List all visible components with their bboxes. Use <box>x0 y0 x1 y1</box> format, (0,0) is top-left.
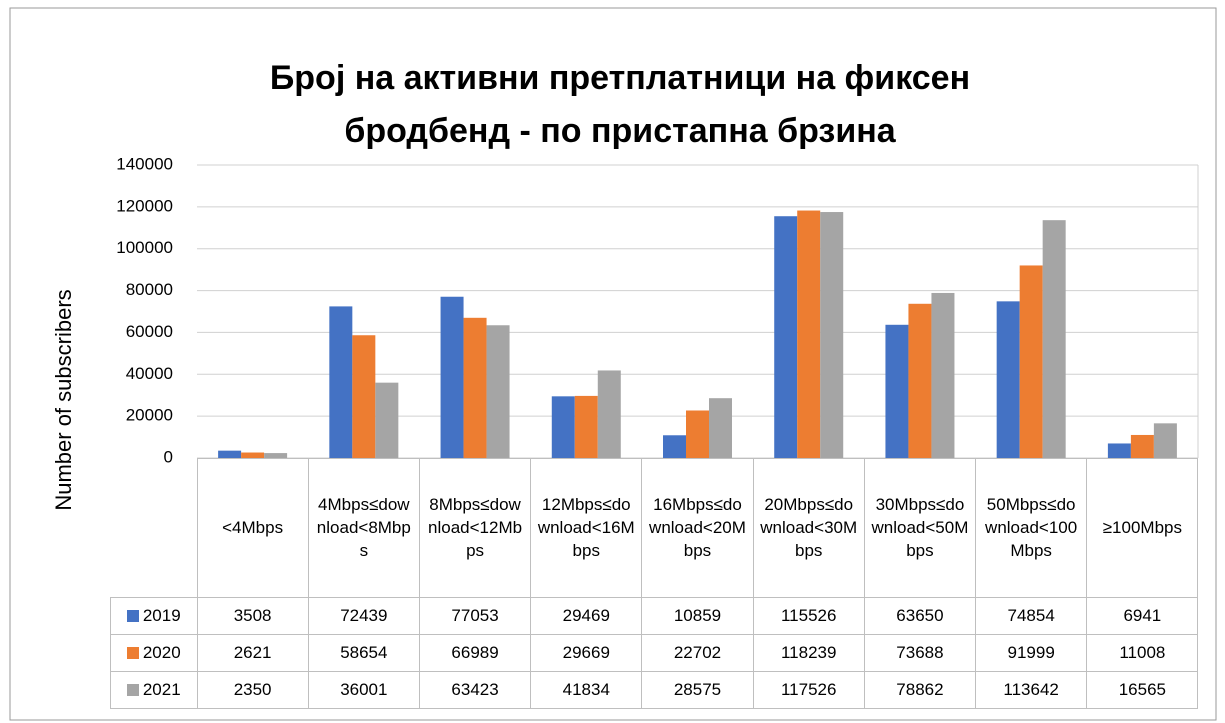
bar <box>774 216 798 458</box>
bar <box>1019 265 1043 458</box>
value-label: 77053 <box>418 596 532 635</box>
bar <box>329 306 353 458</box>
value-label: 6941 <box>1086 596 1199 635</box>
y-tick-label: 20000 <box>126 406 173 425</box>
value-label: 63650 <box>863 596 977 635</box>
bar <box>375 382 399 458</box>
category-text: 4Mbps≤download<8Mbps <box>316 495 411 561</box>
value-label: 115526 <box>752 596 865 635</box>
value-label: 66989 <box>418 633 532 672</box>
value-label: 117526 <box>752 670 865 709</box>
category-text: <4Mbps <box>222 518 284 538</box>
value-label: 11008 <box>1086 633 1199 672</box>
legend-key <box>126 684 139 696</box>
bar <box>264 453 288 458</box>
value-label: 22702 <box>641 633 754 672</box>
legend-label: 2019 <box>142 606 181 625</box>
bar <box>218 450 242 458</box>
value-label: 91999 <box>975 633 1088 672</box>
y-tick-label: 140000 <box>116 154 173 173</box>
category-text: 30Mbps≤download<50Mbps <box>871 495 969 561</box>
value-label: 29469 <box>530 596 643 635</box>
value-label: 73688 <box>863 633 977 672</box>
value-label: 41834 <box>530 670 643 709</box>
legend-entry: 2020 <box>110 633 198 672</box>
x-tick-label: 20Mbps≤download<30Mbps <box>752 458 865 598</box>
y-tick-label: 60000 <box>126 322 173 341</box>
y-tick-label: 100000 <box>116 238 173 257</box>
value-label: 74854 <box>975 596 1088 635</box>
value-label: 36001 <box>307 670 420 709</box>
value-label: 72439 <box>307 596 420 635</box>
bar <box>885 324 909 458</box>
bar <box>463 317 487 458</box>
bar <box>352 335 376 458</box>
bar <box>241 452 265 458</box>
legend-label: 2020 <box>142 643 181 662</box>
value-label: 58654 <box>307 633 420 672</box>
header-row: <4Mbps 4Mbps≤download<8Mbps 8Mbps≤download… <box>110 458 1199 598</box>
y-tick-label: 0 <box>164 447 173 466</box>
value-label: 2621 <box>196 633 309 672</box>
bar <box>996 301 1020 458</box>
x-tick-label: 8Mbps≤download<12Mbps <box>418 458 532 598</box>
value-label: 118239 <box>752 633 865 672</box>
x-tick-label: 16Mbps≤download<20Mbps <box>641 458 754 598</box>
value-label: 28575 <box>641 670 754 709</box>
value-label: 63423 <box>418 670 532 709</box>
value-label: 78862 <box>863 670 977 709</box>
value-label: 29669 <box>530 633 643 672</box>
bar <box>1107 443 1131 458</box>
bar <box>486 325 510 458</box>
data-table: <4Mbps 4Mbps≤download<8Mbps 8Mbps≤download… <box>110 458 1199 709</box>
x-tick-label: 4Mbps≤download<8Mbps <box>307 458 420 598</box>
value-label: 113642 <box>975 670 1088 709</box>
category-text: 50Mbps≤download<100Mbps <box>985 495 1078 561</box>
bar <box>1042 220 1066 458</box>
category-text: 16Mbps≤download<20Mbps <box>649 495 746 561</box>
bar <box>663 435 686 458</box>
corner-cell <box>110 458 198 598</box>
bar <box>908 303 932 458</box>
chart-title: Број на активни претплатници на фиксен бр… <box>270 59 970 150</box>
bar <box>797 210 821 458</box>
legend-label: 2021 <box>142 680 181 699</box>
bar <box>686 410 709 458</box>
bar <box>551 396 575 458</box>
y-tick-label: 120000 <box>116 196 173 215</box>
value-label: 2350 <box>196 670 309 709</box>
bar <box>440 296 464 458</box>
category-text: 20Mbps≤download<30Mbps <box>760 495 858 561</box>
bar <box>1130 434 1154 458</box>
x-tick-label: <4Mbps <box>196 458 309 598</box>
x-tick-label: 12Mbps≤download<16Mbps <box>530 458 643 598</box>
legend-entry: 2019 <box>110 596 198 635</box>
y-axis-label: Number of subscribers <box>51 289 76 510</box>
category-text: ≥100Mbps <box>1102 518 1182 538</box>
bar <box>597 370 621 458</box>
bar <box>931 292 955 458</box>
value-label: 3508 <box>196 596 309 635</box>
x-tick-label: 30Mbps≤download<50Mbps <box>863 458 977 598</box>
y-tick-label: 40000 <box>126 364 173 383</box>
legend-key <box>126 647 139 659</box>
x-tick-label: ≥100Mbps <box>1086 458 1199 598</box>
value-label: 10859 <box>641 596 754 635</box>
bar <box>1153 423 1177 458</box>
series-row: 2021 2350 36001 63423 41834 28575 117526 78862 1… <box>110 670 1199 709</box>
x-tick-label: 50Mbps≤download<100Mbps <box>975 458 1088 598</box>
series-row: 2020 2621 58654 66989 29669 22702 118239 73688 9… <box>110 633 1199 672</box>
bar <box>574 395 598 458</box>
legend-entry: 2021 <box>110 670 198 709</box>
value-label: 16565 <box>1086 670 1199 709</box>
y-tick-label: 80000 <box>126 280 173 299</box>
category-text: 12Mbps≤download<16Mbps <box>537 495 635 561</box>
series-row: 2019 3508 72439 77053 29469 10859 115526 63650 7… <box>110 596 1199 635</box>
bar <box>709 398 732 458</box>
bar <box>820 212 844 458</box>
category-text: 8Mbps≤download<12Mbps <box>428 495 523 561</box>
legend-key <box>126 610 139 622</box>
